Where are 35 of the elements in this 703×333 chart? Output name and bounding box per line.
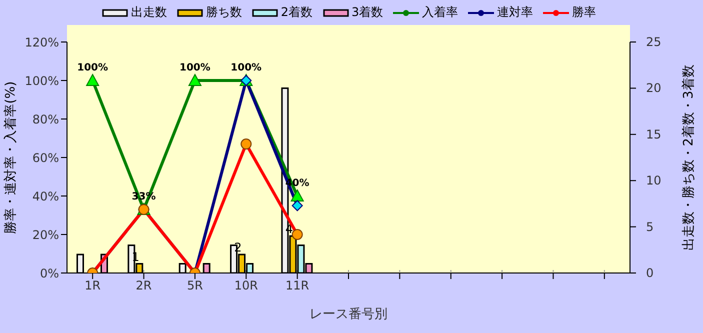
y-tick-label: 80%: [32, 112, 59, 126]
legend-label: 出走数: [130, 4, 167, 21]
point: [188, 74, 202, 86]
y-tick-label: 40%: [32, 189, 59, 204]
y-tick-label: 120%: [24, 35, 59, 50]
x-tick-label: 2R: [136, 278, 152, 293]
y-tick-label: 60%: [32, 150, 59, 165]
x-axis-title: レース番号別: [310, 307, 388, 322]
legend-label: 勝率: [572, 4, 596, 21]
x-tick-label: 5R: [186, 278, 203, 293]
y-tick-label: 100%: [24, 74, 59, 88]
x-tick-label: 10R: [234, 278, 258, 293]
legend-label: 連対率: [497, 4, 534, 21]
data-label: 100%: [180, 62, 210, 74]
y2-tick-label: 10: [646, 174, 662, 188]
data-label: 100%: [77, 62, 108, 74]
x-tick-label: 1R: [84, 278, 101, 293]
legend-label: 入着率: [422, 4, 458, 21]
y2-axis-title: 出走数・勝ち数・2着数・3着数: [680, 64, 697, 250]
legend-label: 3着数: [352, 4, 384, 21]
legend-label: 勝ち数: [206, 4, 242, 21]
y-axis-title: 勝率・連対率・入着率(%): [2, 81, 19, 234]
x-tick-label: 11R: [286, 278, 310, 293]
legend-label: 2着数: [280, 4, 312, 21]
y2-tick-label: 25: [646, 35, 662, 49]
y2-tick-label: 15: [646, 127, 662, 142]
point: [290, 190, 304, 202]
y-tick-label: 20%: [32, 228, 59, 242]
y2-tick-label: 0: [646, 266, 654, 280]
point: [86, 74, 100, 86]
y-tick-label: 0%: [40, 266, 59, 280]
y2-tick-label: 20: [646, 81, 662, 96]
y2-tick-label: 5: [646, 220, 654, 234]
point: [292, 200, 303, 212]
data-label: 100%: [230, 62, 262, 74]
